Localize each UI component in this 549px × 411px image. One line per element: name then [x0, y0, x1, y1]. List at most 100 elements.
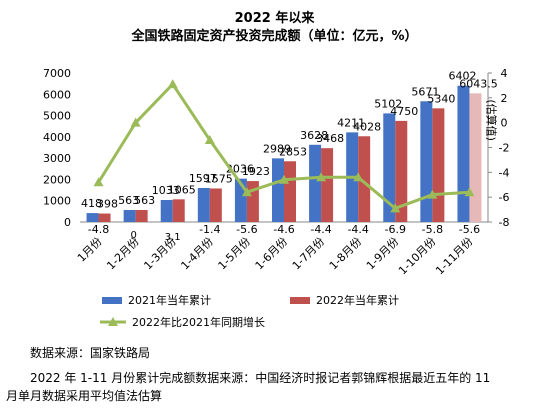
bar-2021-value-label: 418 [81, 197, 102, 210]
x-tick-label: 1-5月份 [216, 235, 253, 272]
y-right-tick-label: -4 [499, 166, 510, 179]
source-note: 数据来源：国家铁路局 [30, 346, 151, 360]
growth-value-label: -1.4 [199, 223, 220, 236]
bar-2022-value-label: 4750 [390, 105, 418, 118]
bar-2022 [432, 108, 445, 222]
bar-2021 [272, 158, 284, 222]
estimate-annotation: (估算值) [484, 99, 498, 141]
bar-2022-value-label: 6043.5 [459, 77, 498, 90]
bar-2022-value-label: 4028 [353, 120, 381, 133]
x-tick-label: 1-9月份 [364, 235, 401, 272]
growth-marker [316, 172, 327, 182]
x-tick-label: 1-11月份 [433, 235, 475, 277]
bar-2021-value-label: 5671 [411, 85, 439, 98]
legend-label-growth: 2022年比2021年同期增长 [132, 315, 265, 329]
growth-marker [464, 187, 475, 197]
growth-value-label: -4.4 [347, 223, 368, 236]
bar-2021 [309, 144, 322, 222]
x-tick-label: 1-10月份 [396, 235, 438, 277]
x-tick-label: 1月份 [75, 235, 105, 265]
bar-2022-value-label: 1575 [205, 172, 233, 185]
bar-2022 [135, 210, 148, 222]
growth-marker [241, 187, 252, 197]
bar-2022-value-label: 398 [97, 198, 118, 211]
bar-2022 [358, 136, 371, 222]
bar-2021-value-label: 2989 [263, 142, 291, 155]
x-tick-label: 1-2月份 [104, 235, 141, 272]
bar-2021-value-label: 6402 [448, 70, 476, 83]
x-tick-label: 1-6月份 [253, 235, 290, 272]
growth-marker [353, 172, 364, 182]
estimate-note-line1: 2022 年 1-11 月份累计完成额数据来源：中国经济时报记者郭锦辉根据最近五… [30, 371, 491, 385]
bar-2021 [383, 113, 396, 222]
bar-2022-value-label: 1065 [168, 183, 196, 196]
bar-2021 [420, 101, 433, 222]
bar-2021-value-label: 1033 [152, 184, 180, 197]
y-right-tick-label: 0 [501, 117, 508, 130]
bar-2022 [469, 93, 482, 222]
bar-2021 [197, 188, 210, 222]
chart-title: 2022 年以来 [234, 11, 315, 26]
bar-2022 [172, 199, 185, 222]
bar-2022 [209, 188, 222, 222]
growth-value-label: -6.9 [385, 223, 406, 236]
legend-swatch-2022 [290, 297, 310, 304]
bar-2022-value-label: 1923 [242, 165, 270, 178]
growth-value-label: -5.8 [422, 223, 443, 236]
bar-2021-value-label: 4211 [337, 116, 365, 129]
growth-marker [204, 135, 215, 145]
y-left-tick-label: 3000 [43, 152, 71, 165]
y-right-tick-label: -2 [499, 142, 510, 155]
legend-marker-growth [108, 317, 118, 326]
bar-2021 [457, 85, 470, 223]
chart-canvas: 0 1000 2000 3000 4000 5000 6000 7000 -8 -6 -4 -2 0 2 4… [43, 67, 510, 329]
estimate-note-line2: 月单月数据采用平均值法估算 [6, 389, 163, 403]
y-right-tick-label: -8 [499, 216, 510, 229]
growth-value-label: -5.6 [459, 223, 480, 236]
bar-2021 [160, 200, 173, 222]
y-left-tick-label: 1000 [43, 195, 71, 208]
bar-2022-value-label: 563 [134, 194, 155, 207]
y-left-tick-label: 2000 [43, 173, 71, 186]
chart-subtitle: 全国铁路固定资产投资完成额（单位：亿元，%） [131, 29, 418, 44]
legend-label-2022: 2022年当年累计 [316, 293, 399, 307]
x-tick-label: 1-4月份 [178, 235, 215, 272]
bar-2022 [284, 161, 296, 222]
bar-2022 [395, 120, 408, 222]
bar-2022 [98, 213, 111, 222]
bar-2021 [123, 210, 136, 222]
growth-marker [427, 189, 438, 199]
y-right-tick-label: 2 [501, 92, 508, 105]
bar-2021 [86, 213, 99, 222]
growth-marker [167, 79, 178, 89]
growth-value-label: -4.8 [88, 223, 109, 236]
bar-2022 [321, 148, 334, 222]
y-left-tick-label: 6000 [43, 88, 71, 101]
bar-2021-value-label: 1597 [189, 172, 217, 185]
y-left-tick-label: 4000 [43, 131, 71, 144]
growth-marker [130, 117, 141, 127]
y-right-tick-label: -6 [499, 191, 510, 204]
growth-value-label: 0 [130, 230, 136, 241]
x-tick-label: 1-3月份 [141, 235, 178, 272]
bar-2021-value-label: 563 [118, 194, 139, 207]
growth-value-label: -4.6 [273, 223, 294, 236]
growth-marker [93, 177, 104, 187]
y-left-tick-label: 5000 [43, 110, 71, 123]
growth-marker [279, 174, 289, 184]
bar-2022-value-label: 5340 [427, 92, 455, 105]
bar-2021-value-label: 5102 [374, 97, 402, 110]
x-tick-label: 1-8月份 [327, 235, 364, 272]
y-left-tick-label: 7000 [43, 67, 71, 80]
growth-value-label: 3.1 [165, 232, 181, 243]
legend-label-2021: 2021年当年累计 [128, 293, 211, 307]
bar-2022-value-label: 2853 [279, 145, 307, 158]
bar-2021-value-label: 3628 [300, 129, 328, 142]
x-tick-label: 1-7月份 [290, 235, 327, 272]
growth-value-label: -4.4 [310, 223, 331, 236]
legend-swatch-2021 [102, 297, 122, 304]
bar-2022-value-label: 3468 [316, 132, 344, 145]
growth-value-label: -5.6 [236, 223, 257, 236]
y-left-tick-label: 0 [64, 216, 71, 229]
growth-marker [390, 203, 401, 213]
